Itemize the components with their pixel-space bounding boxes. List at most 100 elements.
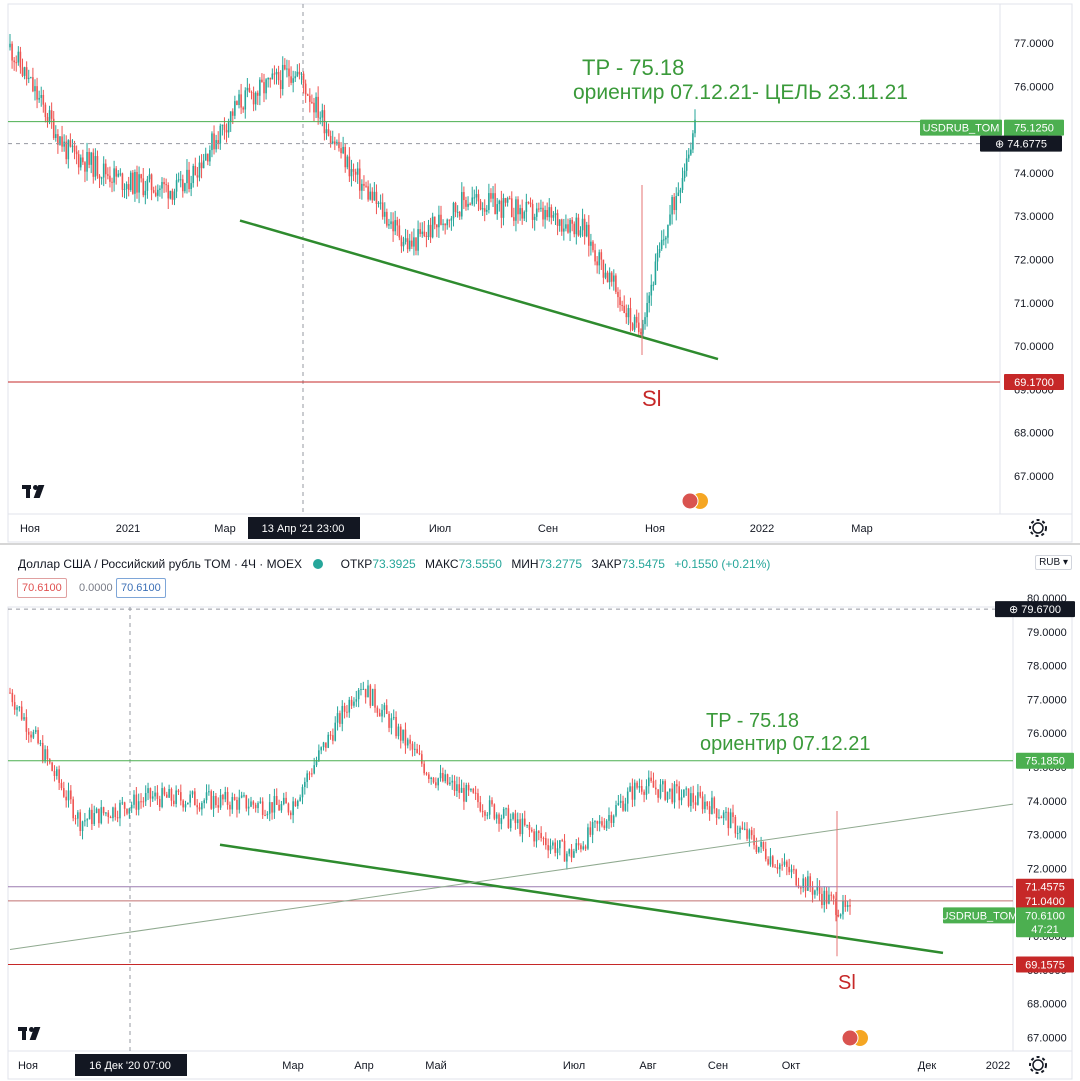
candle-body: [673, 197, 675, 211]
candle-body: [485, 209, 488, 212]
candle-body: [187, 802, 189, 805]
candle-body: [496, 204, 499, 215]
close-label: ЗАКР: [591, 557, 622, 571]
candle-body: [19, 51, 22, 68]
settings-gear-icon[interactable]: [1029, 519, 1047, 537]
bottom-chart-canvas[interactable]: 80.000079.000078.000077.000076.000075.00…: [0, 545, 1080, 1081]
time-tick-label: Авг: [639, 1060, 656, 1072]
candle-body: [91, 809, 93, 825]
candle-body: [762, 841, 765, 849]
candle-body: [556, 848, 559, 853]
candle-body: [52, 118, 55, 139]
candle-body: [363, 183, 365, 186]
candle-body: [267, 77, 269, 80]
currency-select[interactable]: RUB ▾: [1035, 555, 1072, 570]
candle-body: [350, 168, 353, 177]
candle-body: [30, 734, 32, 738]
candle-body: [146, 179, 149, 191]
top-chart-panel[interactable]: 77.000076.000075.000074.000073.000072.00…: [0, 0, 1080, 545]
candle-body: [486, 814, 489, 816]
candle-body: [566, 853, 568, 862]
top-last-price-badge: [1004, 119, 1064, 136]
candle-body: [844, 900, 847, 907]
symbol-title[interactable]: Доллар США / Российский рубль TOM · 4Ч ·…: [18, 557, 302, 571]
candle-body: [320, 747, 322, 751]
top-chart-canvas[interactable]: 77.000076.000075.000074.000073.000072.00…: [0, 0, 1080, 545]
candle-body: [409, 739, 411, 744]
candle-body: [571, 219, 573, 224]
candle-body: [821, 893, 823, 905]
bottom-chart-panel[interactable]: 80.000079.000078.000077.000076.000075.00…: [0, 545, 1080, 1081]
candle-body: [348, 156, 351, 177]
candle-body: [192, 165, 195, 184]
candle-body: [432, 777, 435, 783]
candle-body: [327, 734, 330, 748]
candle-body: [514, 813, 517, 824]
ask-pill[interactable]: 70.6100: [116, 578, 166, 598]
candle-body: [281, 64, 284, 90]
candle-body: [264, 815, 266, 817]
time-tick-label: Дек: [918, 1060, 937, 1072]
candle-body: [439, 772, 442, 779]
support-trendline: [239, 219, 719, 361]
candle-body: [605, 820, 608, 829]
candle-body: [569, 219, 571, 233]
candle-body: [112, 807, 114, 819]
candle-body: [690, 149, 692, 155]
candle-body: [732, 812, 734, 817]
candle-body: [585, 224, 588, 237]
candle-body: [683, 170, 686, 179]
candle-body: [602, 259, 605, 278]
settings-gear-icon[interactable]: [1029, 1056, 1047, 1074]
candle-body: [371, 688, 374, 706]
candle-body: [308, 773, 311, 775]
candle-body: [643, 791, 645, 795]
candle-body: [781, 864, 783, 866]
candle-body: [280, 804, 283, 811]
candle-body: [818, 886, 821, 894]
candle-body: [170, 789, 173, 801]
candle-body: [302, 73, 305, 84]
candle-body: [411, 743, 414, 750]
candle-body: [483, 208, 486, 212]
candle-body: [298, 71, 301, 75]
candle-body: [446, 774, 449, 785]
candle-body: [70, 790, 72, 800]
candle-body: [296, 800, 299, 807]
candle-body: [444, 774, 447, 782]
candle-body: [687, 788, 690, 806]
candle-body: [388, 713, 390, 728]
candle-body: [246, 87, 249, 91]
candle-body: [165, 794, 168, 798]
gear-teeth: [1029, 519, 1047, 537]
candle-body: [528, 824, 531, 830]
candle-body: [196, 805, 198, 808]
time-tick-label: Июл: [563, 1060, 585, 1072]
candle-body: [383, 705, 386, 710]
candle-body: [259, 801, 262, 804]
candle-body: [589, 827, 592, 835]
time-tick-label: Сен: [708, 1060, 728, 1072]
candle-body: [548, 207, 551, 218]
candle-body: [126, 808, 128, 814]
candle-body: [25, 717, 28, 732]
low-value: 73.2775: [538, 557, 582, 571]
candle-body: [289, 812, 292, 816]
bid-pill[interactable]: 70.6100: [17, 578, 67, 598]
candle-body: [137, 801, 140, 810]
candle-body: [385, 705, 388, 714]
candle-body: [554, 213, 557, 216]
candle-body: [811, 887, 814, 895]
candle-body: [694, 802, 697, 805]
bot-cursor-price-badge: [995, 601, 1075, 618]
candle-body: [654, 261, 657, 285]
candle-body: [229, 804, 231, 810]
candle-body: [42, 94, 45, 105]
candle-body: [125, 184, 128, 189]
candle-body: [30, 77, 32, 79]
candle-body: [15, 62, 18, 64]
candle-body: [633, 316, 636, 330]
candle-body: [378, 712, 381, 717]
candle-body: [259, 79, 261, 96]
candle-body: [71, 145, 74, 147]
